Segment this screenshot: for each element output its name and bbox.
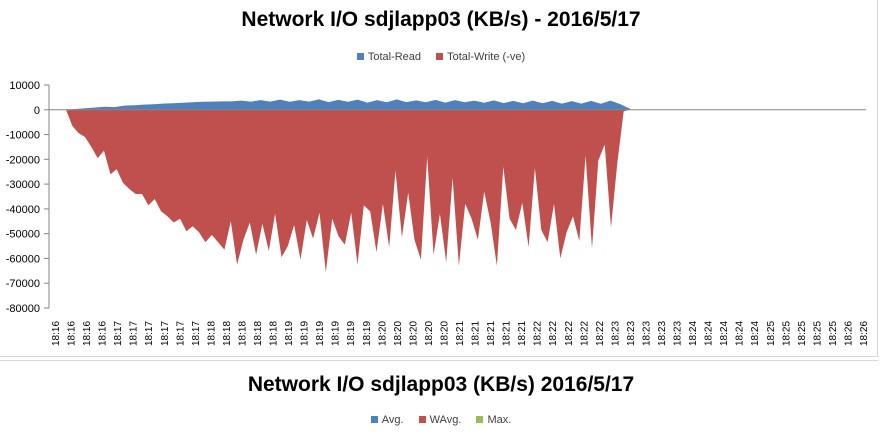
y-tick-label: -70000 [6,278,40,290]
legend-label: Avg. [381,414,404,426]
x-tick-label: 18:20 [424,321,435,346]
y-tick-label: -80000 [6,303,40,315]
y-tick-label: -10000 [6,130,40,142]
x-tick-label: 18:23 [626,321,637,346]
x-tick-label: 18:24 [735,321,746,346]
legend-label: Total-Read [367,51,422,63]
chart-legend: Avg. WAvg. Max. [0,414,882,426]
x-tick-label: 18:22 [579,321,590,346]
x-tick-label: 18:20 [439,321,450,346]
network-io-area-chart: Network I/O sdjlapp03 (KB/s) - 2016/5/17… [0,0,878,357]
x-tick-label: 18:22 [595,321,606,346]
chart-legend: Total-Read Total-Write (-ve) [0,51,882,63]
x-tick-label: 18:22 [564,321,575,346]
y-tick-label: -40000 [6,204,40,216]
x-tick-label: 18:19 [284,321,295,346]
x-tick-label: 18:19 [300,321,311,346]
x-tick-label: 18:23 [610,321,621,346]
x-tick-label: 18:19 [331,321,342,346]
x-tick-label: 18:18 [237,321,248,346]
x-tick-label: 18:18 [206,321,217,346]
x-tick-label: 18:17 [144,321,155,346]
x-tick-label: 18:25 [828,321,839,346]
x-tick-label: 18:21 [517,321,528,346]
x-tick-label: 18:21 [486,321,497,346]
chart-title: Network I/O sdjlapp03 (KB/s) - 2016/5/17 [241,8,641,31]
legend-swatch-max [476,415,484,423]
x-tick-label: 18:16 [82,321,93,346]
x-tick-label: 18:18 [253,321,264,346]
x-tick-label: 18:17 [160,321,171,346]
x-tick-label: 18:19 [315,321,326,346]
x-tick-label: 18:21 [471,321,482,346]
x-tick-label: 18:21 [455,321,466,346]
legend-label: WAvg. [429,414,462,426]
x-tick-label: 18:20 [408,321,419,346]
x-tick-label: 18:19 [346,321,357,346]
legend-swatch-avg [370,415,378,423]
series-area [66,109,630,273]
legend-label: Total-Write (-ve) [447,51,526,63]
x-tick-label: 18:18 [222,321,233,346]
x-tick-label: 18:22 [533,321,544,346]
legend-item-wavg: WAvg. [418,414,462,426]
legend-swatch-write [436,52,444,60]
plot-area: 10000 0 -10000 -20000 -30000 -40000 -50000 -600… [6,80,870,346]
x-tick-label: 18:24 [704,321,715,346]
x-tick-label: 18:23 [673,321,684,346]
x-tick-label: 18:17 [129,321,140,346]
x-tick-label: 18:23 [657,321,668,346]
x-tick-label: 18:24 [688,321,699,346]
x-tick-label: 18:26 [843,321,854,346]
x-tick-label: 18:18 [269,321,280,346]
x-tick-label: 18:17 [175,321,186,346]
x-tick-label: 18:17 [113,321,124,346]
x-tick-label: 18:26 [859,321,870,346]
legend-item-avg: Avg. [370,414,404,426]
x-tick-label: 18:21 [502,321,513,346]
y-tick-label: -60000 [6,253,40,265]
legend-swatch-wavg [418,415,426,423]
x-tick-label: 18:16 [67,321,78,346]
y-tick-label: 10000 [9,80,40,92]
x-tick-label: 18:24 [719,321,730,346]
legend-label: Max. [487,414,512,426]
legend-swatch-read [356,52,364,60]
x-tick-label: 18:16 [98,321,109,346]
y-tick-label: -20000 [6,154,40,166]
x-tick-label: 18:22 [548,321,559,346]
x-tick-label: 18:23 [641,321,652,346]
x-tick-label: 18:19 [362,321,373,346]
x-tick-label: 18:25 [781,321,792,346]
x-tick-label: 18:20 [377,321,388,346]
y-tick-label: -50000 [6,229,40,241]
x-tick-label: 18:17 [191,321,202,346]
x-tick-label: 18:16 [51,321,62,346]
x-tick-label: 18:24 [750,321,761,346]
chart-title: Network I/O sdjlapp03 (KB/s) 2016/5/17 [247,373,635,396]
x-tick-label: 18:25 [766,321,777,346]
legend-item-total-read: Total-Read [356,51,422,63]
network-io-summary-chart: Network I/O sdjlapp03 (KB/s) 2016/5/17 A… [0,360,878,436]
legend-item-total-write: Total-Write (-ve) [436,51,525,63]
x-tick-label: 18:25 [797,321,808,346]
x-tick-label: 18:25 [812,321,823,346]
legend-item-max: Max. [476,414,511,426]
y-tick-label: -30000 [6,179,40,191]
series-area [66,99,630,110]
x-tick-label: 18:20 [393,321,404,346]
y-tick-label: 0 [34,105,40,117]
